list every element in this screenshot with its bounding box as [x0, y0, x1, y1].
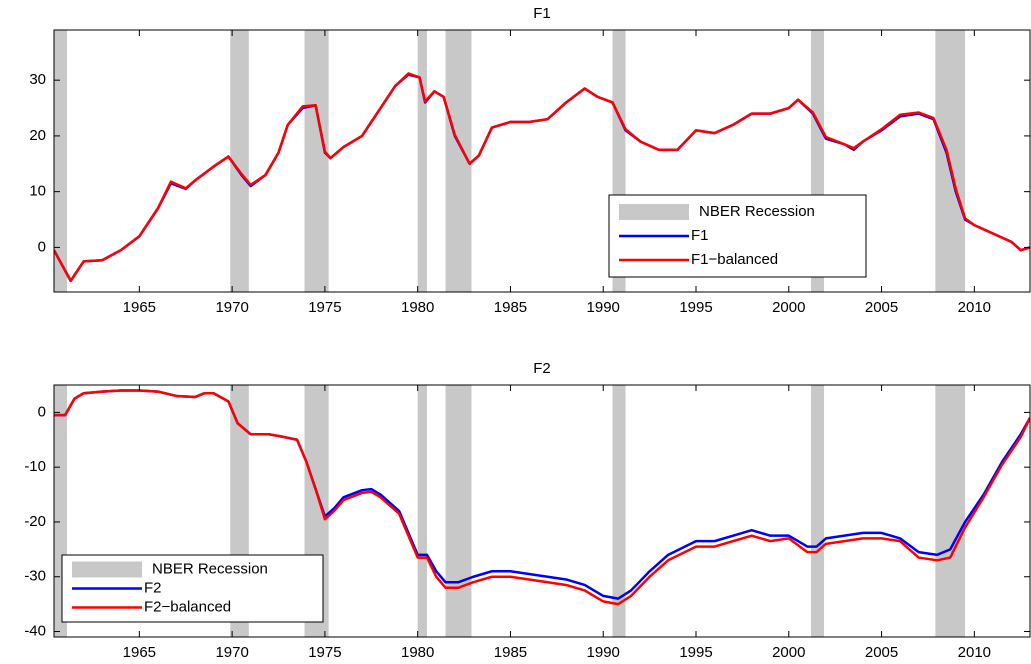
legend: NBER Recession F1 F1−balanced [608, 194, 867, 278]
legend-label: F1−balanced [691, 251, 778, 268]
legend-swatch [72, 561, 142, 578]
axes-box [53, 29, 1031, 293]
panel: F2 1965 1970 1975 1980 1985 1990 1995 2000 2005 20… [24, 360, 1031, 661]
recession-band [417, 30, 427, 292]
y-tick-label: 20 [29, 127, 46, 144]
x-tick-label: 1990 [587, 299, 620, 316]
x-tick-label: 1990 [587, 644, 620, 661]
x-tick-label: 1985 [494, 299, 527, 316]
legend-label: NBER Recession [699, 203, 815, 220]
recession-band [445, 385, 472, 637]
recession-band [54, 30, 67, 292]
legend-label: F2−balanced [144, 598, 231, 615]
panel: F1 1965 1970 1975 1980 1985 1990 1995 2000 2005 20… [29, 5, 1031, 316]
recession-band [230, 30, 249, 292]
y-tick-label: -10 [24, 458, 46, 475]
x-tick-label: 2005 [865, 299, 898, 316]
legend-label: NBER Recession [152, 560, 268, 577]
series-line [54, 389, 1030, 606]
x-tick-label: 1965 [123, 299, 156, 316]
x-tick-label: 1995 [679, 299, 712, 316]
y-tick-label: -40 [24, 622, 46, 639]
recession-band [612, 385, 626, 637]
y-tick-label: 30 [29, 71, 46, 88]
plot-area [54, 30, 1030, 292]
series-line [54, 72, 1030, 283]
x-tick-label: 1980 [401, 644, 434, 661]
legend-swatch [619, 204, 689, 220]
recession-band [935, 385, 966, 637]
legend-label: F1 [691, 227, 709, 244]
y-tick-label: -20 [24, 513, 46, 530]
recession-band [811, 385, 825, 637]
axes-box [53, 384, 1031, 638]
x-tick-label: 1970 [215, 644, 248, 661]
x-tick-label: 1975 [308, 299, 341, 316]
legend-label: F2 [144, 579, 162, 596]
x-tick-label: 2010 [958, 644, 991, 661]
x-tick-label: 1980 [401, 299, 434, 316]
chart-title: F2 [533, 360, 551, 377]
recession-band [417, 385, 427, 637]
x-tick-label: 1995 [679, 644, 712, 661]
legend: NBER Recession F2 F2−balanced [61, 554, 324, 623]
x-tick-label: 2010 [958, 299, 991, 316]
y-tick-label: -30 [24, 568, 46, 585]
x-tick-label: 2000 [772, 299, 805, 316]
x-tick-label: 1970 [215, 299, 248, 316]
x-tick-label: 1965 [123, 644, 156, 661]
y-tick-label: 10 [29, 183, 46, 200]
y-tick-label: 0 [38, 238, 46, 255]
y-tick-label: 0 [38, 403, 46, 420]
x-tick-label: 1975 [308, 644, 341, 661]
x-tick-label: 2005 [865, 644, 898, 661]
chart-title: F1 [533, 5, 551, 22]
x-tick-label: 1985 [494, 644, 527, 661]
x-tick-label: 2000 [772, 644, 805, 661]
recession-band [304, 30, 329, 292]
